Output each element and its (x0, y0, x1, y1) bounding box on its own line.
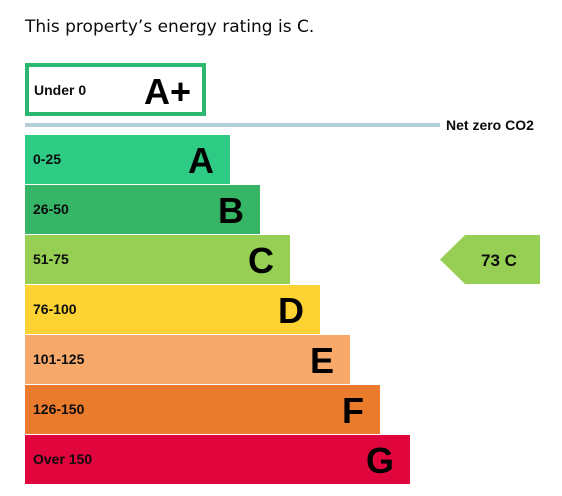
band-d-grade: D (278, 290, 304, 331)
band-a-plus-grade: A+ (144, 71, 191, 112)
band-g-grade: G (366, 440, 394, 481)
page-title: This property’s energy rating is C. (25, 17, 315, 37)
band-f-range: 126-150 (33, 401, 85, 417)
band-c-bar (25, 235, 290, 284)
band-a-bar (25, 135, 230, 184)
band-c-grade: C (248, 240, 274, 281)
band-f-bar (25, 385, 380, 434)
net-zero-label: Net zero CO2 (446, 117, 534, 133)
band-f-grade: F (342, 390, 364, 431)
band-d-bar (25, 285, 320, 334)
band-d-range: 76-100 (33, 301, 77, 317)
current-rating-arrow (440, 235, 540, 284)
band-a-plus-box (25, 63, 206, 116)
band-b-bar (25, 185, 260, 234)
band-b-range: 26-50 (33, 201, 69, 217)
band-b-grade: B (218, 190, 244, 231)
band-a-range: 0-25 (33, 151, 61, 167)
band-c-range: 51-75 (33, 251, 69, 267)
band-g-range: Over 150 (33, 451, 92, 467)
band-e-bar (25, 335, 350, 384)
band-g-bar (25, 435, 410, 484)
current-rating-label: 73 C (481, 251, 517, 270)
band-a-plus-range: Under 0 (34, 82, 86, 98)
band-e-grade: E (310, 340, 334, 381)
band-e-range: 101-125 (33, 351, 85, 367)
band-a-grade: A (188, 140, 214, 181)
